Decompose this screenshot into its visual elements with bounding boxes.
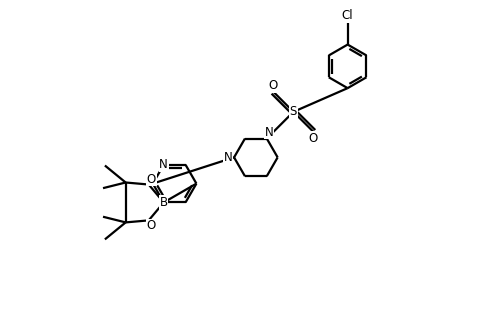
Text: O: O (147, 219, 156, 232)
Text: Cl: Cl (342, 9, 354, 22)
Text: O: O (309, 132, 318, 145)
Text: O: O (269, 79, 278, 92)
Text: B: B (160, 196, 168, 209)
Text: O: O (147, 173, 156, 186)
Text: N: N (223, 151, 232, 164)
Text: N: N (265, 126, 274, 139)
Text: N: N (159, 158, 168, 171)
Text: S: S (290, 105, 297, 118)
